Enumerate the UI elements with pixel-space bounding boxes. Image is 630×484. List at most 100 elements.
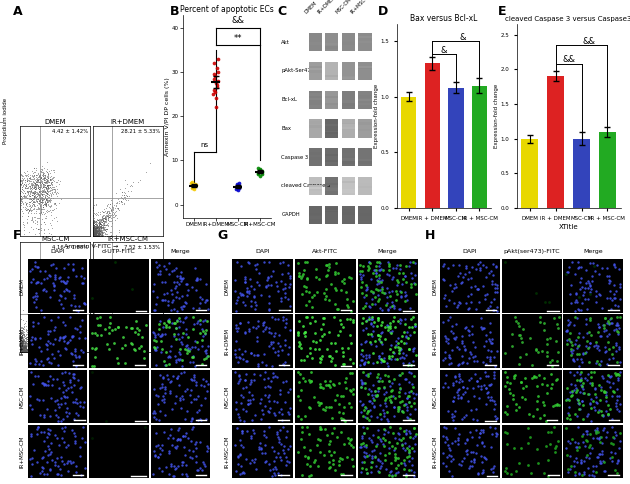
Point xyxy=(113,204,123,212)
Point xyxy=(172,436,182,444)
Point xyxy=(62,339,72,347)
Point xyxy=(369,403,379,410)
Point xyxy=(17,344,27,351)
Point xyxy=(92,231,102,239)
Point xyxy=(36,209,46,217)
Point xyxy=(445,446,455,454)
Point xyxy=(59,278,69,286)
Point xyxy=(481,400,491,408)
Point xyxy=(348,385,358,393)
Point xyxy=(438,357,449,364)
Point xyxy=(88,348,98,356)
Point xyxy=(33,196,43,203)
Point xyxy=(109,339,119,347)
Point xyxy=(16,347,26,354)
Point xyxy=(31,184,41,192)
Point xyxy=(21,347,31,355)
Point xyxy=(88,228,98,236)
Point xyxy=(42,346,52,353)
Point xyxy=(30,333,40,341)
Point xyxy=(200,462,210,469)
Point xyxy=(20,169,30,177)
Point xyxy=(213,55,223,62)
Point xyxy=(480,454,490,462)
Point xyxy=(535,414,545,422)
Point xyxy=(16,344,26,352)
Point xyxy=(93,337,103,345)
Point xyxy=(18,347,28,354)
Point xyxy=(593,271,604,278)
Point xyxy=(564,330,575,337)
Point xyxy=(88,206,98,213)
Point xyxy=(301,333,311,340)
Point xyxy=(457,340,467,348)
Point xyxy=(20,183,30,191)
Point xyxy=(30,187,40,195)
Point xyxy=(112,204,122,212)
Point xyxy=(18,338,28,346)
Point xyxy=(110,328,120,336)
Point xyxy=(401,375,411,383)
Point xyxy=(457,278,467,286)
Point xyxy=(33,177,43,184)
Point xyxy=(89,219,99,227)
Point xyxy=(269,397,279,405)
Bar xyxy=(358,186,372,188)
Point xyxy=(68,458,78,466)
Point xyxy=(307,354,318,362)
Point xyxy=(90,339,100,347)
Point xyxy=(193,393,203,400)
Point xyxy=(94,222,105,229)
Point xyxy=(93,229,103,237)
Point xyxy=(304,378,314,386)
Point xyxy=(19,342,29,349)
Point xyxy=(59,333,69,341)
Point xyxy=(406,402,416,410)
Point xyxy=(107,338,117,346)
Point xyxy=(36,198,46,206)
Point xyxy=(466,406,476,414)
Point xyxy=(355,350,365,358)
Point xyxy=(24,345,34,353)
Point xyxy=(114,227,124,234)
Point xyxy=(573,264,583,272)
Point xyxy=(88,342,98,349)
Point xyxy=(89,232,99,240)
Point xyxy=(602,377,612,385)
Point xyxy=(101,217,112,225)
Point xyxy=(25,182,35,190)
Point xyxy=(190,343,200,351)
Point xyxy=(125,342,135,350)
Point xyxy=(103,211,113,219)
Point xyxy=(25,345,35,353)
Point xyxy=(275,332,285,339)
Point xyxy=(88,232,98,240)
Point xyxy=(89,232,99,240)
Point xyxy=(578,438,588,445)
Point xyxy=(108,208,118,216)
Point xyxy=(36,428,46,436)
Point xyxy=(278,378,288,386)
Point xyxy=(103,226,113,233)
Point xyxy=(58,388,68,396)
Point xyxy=(243,400,253,408)
Point xyxy=(476,469,486,477)
Point xyxy=(96,224,106,231)
Point xyxy=(96,338,106,346)
Point xyxy=(30,216,40,224)
Text: IR+MSC-CM: IR+MSC-CM xyxy=(432,436,437,468)
Point xyxy=(96,231,106,239)
Point xyxy=(30,348,40,356)
Point xyxy=(100,345,110,352)
Point xyxy=(93,347,103,355)
Point xyxy=(88,232,98,240)
Point xyxy=(111,202,121,210)
Point xyxy=(48,195,58,202)
Point xyxy=(111,211,121,218)
Point xyxy=(16,171,26,179)
Point xyxy=(95,343,105,350)
Point xyxy=(99,345,109,353)
Point xyxy=(100,343,110,350)
Point xyxy=(531,346,541,354)
Point xyxy=(97,215,107,223)
